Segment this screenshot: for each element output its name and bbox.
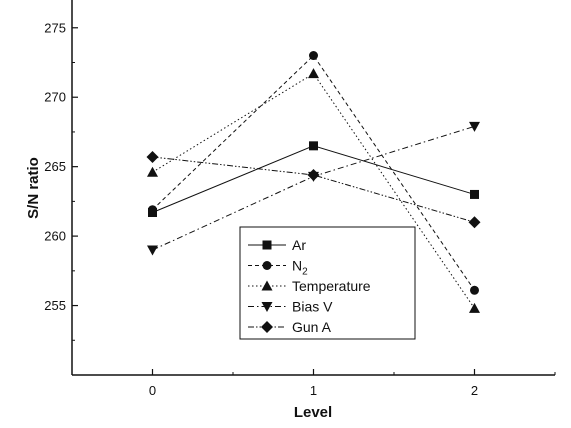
legend-label-temperature: Temperature <box>292 278 371 294</box>
data-point-n <box>470 285 479 295</box>
data-point-temperature <box>147 166 158 177</box>
x-axis-title: Level <box>294 404 332 421</box>
data-point-n <box>309 51 318 61</box>
x-tick-label: 2 <box>471 383 478 398</box>
data-point-temperature <box>308 68 319 79</box>
data-point-ar <box>309 141 318 151</box>
data-point-bias-v <box>469 121 480 132</box>
series-group <box>146 51 481 313</box>
data-point-gun-a <box>307 169 320 181</box>
x-tick-label: 1 <box>310 383 317 398</box>
legend-marker-ar <box>262 240 272 250</box>
y-axis-title: S/N ratio <box>25 157 42 219</box>
series-line-gun-a <box>152 156 475 223</box>
data-point-gun-a <box>146 150 159 163</box>
legend-marker-bias-v <box>261 302 273 312</box>
legend-marker-gun-a <box>261 321 273 333</box>
y-tick-label: 270 <box>44 90 66 105</box>
axis-ticks: 0 1 2 255 260 265 270 275 <box>44 20 556 398</box>
legend-label-gun-a: Gun A <box>292 319 332 335</box>
legend-label-bias-v: Bias V <box>292 299 333 315</box>
legend-subscript: 2 <box>302 267 308 278</box>
data-point-ar <box>470 189 479 199</box>
x-tick-label: 0 <box>149 383 156 398</box>
y-tick-label: 265 <box>44 159 66 174</box>
legend-label-ar: Ar <box>292 237 306 253</box>
data-point-temperature <box>469 302 480 313</box>
legend-marker-temperature <box>261 280 273 291</box>
y-tick-label: 275 <box>44 20 66 35</box>
data-point-bias-v <box>147 245 158 256</box>
y-tick-label: 255 <box>44 298 66 313</box>
data-point-gun-a <box>468 216 481 229</box>
legend-marker-n <box>262 261 272 270</box>
data-point-n <box>148 205 157 215</box>
y-tick-label: 260 <box>44 229 66 244</box>
